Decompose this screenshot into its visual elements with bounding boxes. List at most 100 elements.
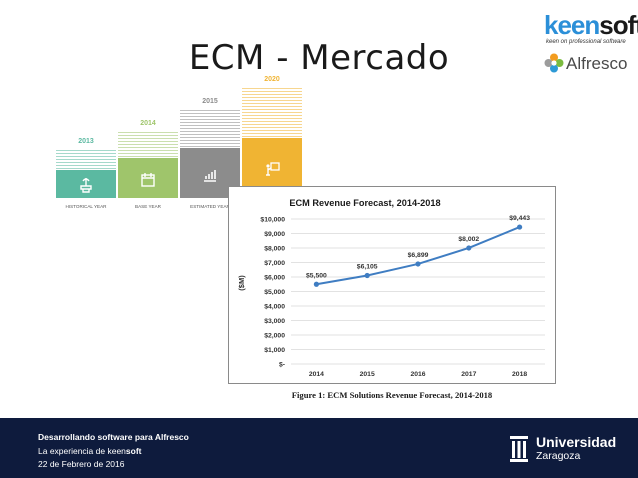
stripe <box>242 118 302 119</box>
y-tick-label: $1,000 <box>264 347 285 354</box>
stripe <box>242 109 302 110</box>
year-block <box>118 158 178 198</box>
chart-title: ECM Revenue Forecast, 2014-2018 <box>289 198 440 208</box>
calendar-icon <box>141 173 155 187</box>
chart-svg: ECM Revenue Forecast, 2014-2018 ($M) $- $… <box>237 198 545 378</box>
stripe <box>180 137 240 138</box>
keensoft-logo: keensoft keen on professional software <box>544 8 638 50</box>
stripe <box>180 134 240 135</box>
stripe <box>118 153 178 154</box>
stripe <box>118 156 178 157</box>
year-column: 2013 <box>56 138 116 198</box>
stripe <box>56 159 116 160</box>
x-tick-label: 2016 <box>410 371 425 378</box>
stripe <box>242 97 302 98</box>
footer-line-2: La experiencia de keensoft <box>38 446 142 456</box>
keensoft-logo-soft: soft <box>599 10 638 40</box>
stripe <box>180 140 240 141</box>
university-tower-icon <box>510 436 528 462</box>
revenue-forecast-chart: ECM Revenue Forecast, 2014-2018 ($M) $- $… <box>228 186 556 384</box>
stripe <box>242 106 302 107</box>
stripe <box>180 113 240 114</box>
year-caption: HISTORICAL YEAR <box>65 204 107 209</box>
chart-icon <box>204 170 216 182</box>
x-tick-label: 2018 <box>512 371 527 378</box>
data-label: $5,500 <box>306 272 327 279</box>
year-column: 2015 <box>180 98 240 198</box>
footer-line-2-prefix: La experiencia de keen <box>38 446 126 456</box>
stripe <box>180 122 240 123</box>
stripe <box>180 119 240 120</box>
stripe <box>56 153 116 154</box>
data-point <box>415 261 421 267</box>
stripe <box>242 136 302 137</box>
y-tick-label: $6,000 <box>264 275 285 282</box>
year-label: 2013 <box>78 138 94 145</box>
footer-line-2-bold: soft <box>125 446 142 456</box>
data-label: $9,443 <box>509 215 530 222</box>
stripe <box>242 115 302 116</box>
y-tick-label: $9,000 <box>264 231 285 238</box>
stripe <box>242 100 302 101</box>
year-caption: ESTIMATED YEAR <box>190 204 230 209</box>
stripe <box>242 91 302 92</box>
stripe <box>118 135 178 136</box>
university-name: Universidad <box>536 434 617 450</box>
university-city: Zaragoza <box>536 450 581 462</box>
stripe <box>118 132 178 133</box>
stripe <box>180 116 240 117</box>
chart-caption: Figure 1: ECM Solutions Revenue Forecast… <box>291 390 493 400</box>
stripe <box>180 143 240 144</box>
stripe <box>242 88 302 89</box>
year-column: 2020 <box>242 76 302 198</box>
flower-icon <box>544 53 564 73</box>
footer-bar: Desarrollando software para Alfresco La … <box>0 418 638 478</box>
y-tick-label: $- <box>279 362 285 369</box>
stripe <box>180 131 240 132</box>
data-point <box>313 281 319 287</box>
y-tick-label: $4,000 <box>264 304 285 311</box>
stripe <box>180 128 240 129</box>
footer-line-1: Desarrollando software para Alfresco <box>38 432 189 442</box>
stripe <box>242 112 302 113</box>
stripe <box>242 103 302 104</box>
stripe <box>242 124 302 125</box>
stripe <box>242 121 302 122</box>
stripe <box>56 168 116 169</box>
year-label: 2020 <box>264 76 280 83</box>
year-label: 2014 <box>140 120 156 127</box>
stripe <box>180 125 240 126</box>
stripe <box>242 94 302 95</box>
alfresco-logo-text: Alfresco <box>566 54 628 73</box>
year-column: 2014 <box>118 120 178 198</box>
hand-plant-icon <box>80 178 92 193</box>
stripe <box>56 165 116 166</box>
presenter-icon <box>266 162 280 176</box>
data-label: $6,105 <box>357 263 378 270</box>
university-logo: Universidad Zaragoza <box>508 434 628 470</box>
stripe <box>118 147 178 148</box>
y-tick-label: $10,000 <box>260 217 285 224</box>
stripe <box>56 150 116 151</box>
y-tick-label: $2,000 <box>264 333 285 340</box>
x-tick-label: 2014 <box>309 371 324 378</box>
y-tick-label: $3,000 <box>264 318 285 325</box>
slide-title: ECM - Mercado <box>188 38 450 78</box>
data-point <box>466 245 472 251</box>
alfresco-logo: Alfresco <box>544 52 636 76</box>
keensoft-tagline: keen on professional software <box>546 39 626 45</box>
y-axis-label: ($M) <box>237 275 246 291</box>
data-label: $6,899 <box>408 252 429 259</box>
y-tick-label: $8,000 <box>264 246 285 253</box>
stripe <box>242 133 302 134</box>
stripe <box>242 127 302 128</box>
year-caption: BASE YEAR <box>135 204 161 209</box>
stripe <box>56 156 116 157</box>
data-point <box>364 272 370 279</box>
x-tick-label: 2017 <box>461 371 476 378</box>
y-tick-label: $7,000 <box>264 260 285 267</box>
stripe <box>118 144 178 145</box>
footer-date: 22 de Febrero de 2016 <box>38 459 125 469</box>
stripe <box>180 146 240 147</box>
stripe <box>118 141 178 142</box>
